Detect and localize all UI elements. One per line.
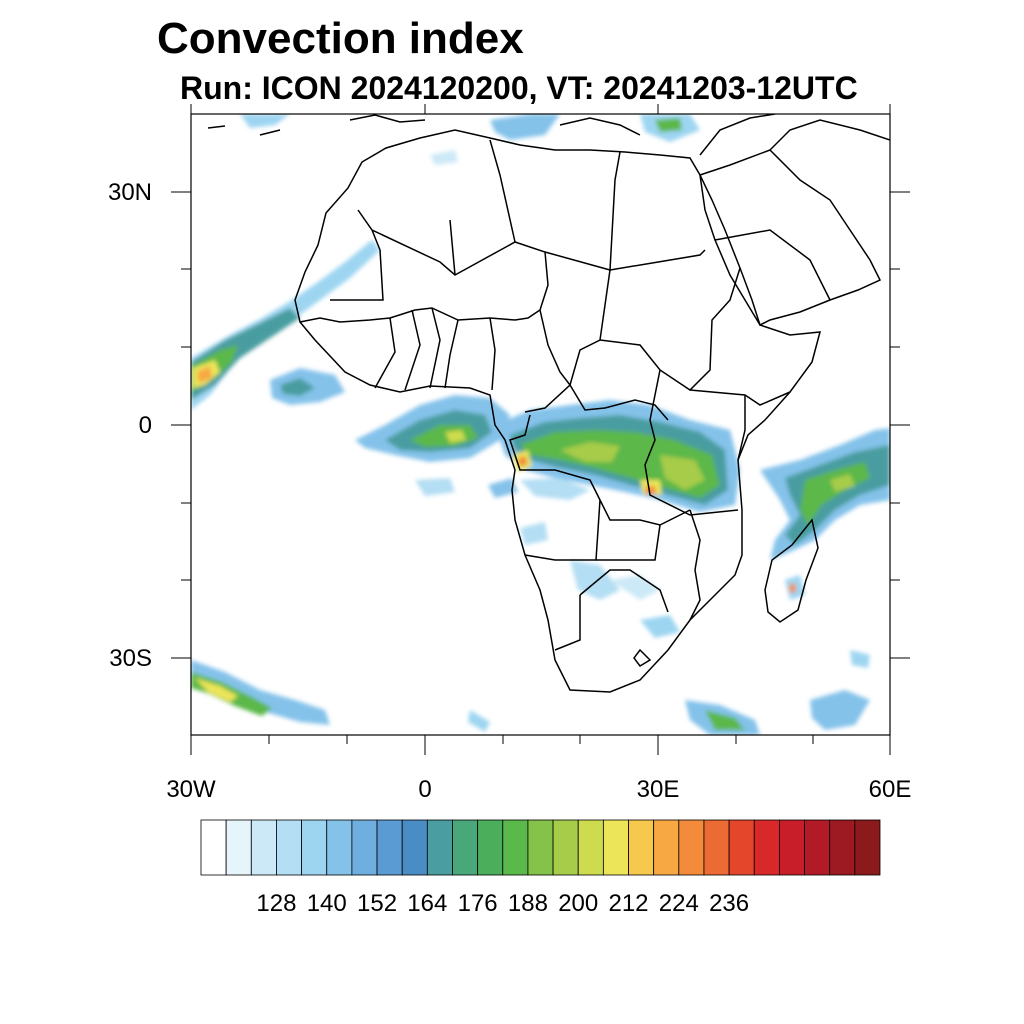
- colorbar-swatch: [804, 819, 831, 876]
- colorbar-swatch: [426, 819, 453, 876]
- colorbar-swatch: [301, 819, 328, 876]
- colorbar: 128 140 152 164 176 188 200 212 224 236: [200, 819, 881, 917]
- colorbar-label: 128: [256, 890, 296, 917]
- colorbar-swatch: [577, 819, 604, 876]
- colorbar-swatch: [779, 819, 805, 876]
- colorbar-swatch: [351, 819, 378, 876]
- colorbar-swatch: [401, 819, 428, 876]
- arabia-outline: [699, 149, 882, 326]
- madagascar-indian-ocean: [685, 428, 890, 735]
- colorbar-swatch: [326, 819, 353, 876]
- west-africa-atlantic-band: [191, 240, 380, 410]
- colorbar-swatch: [829, 819, 856, 876]
- southern-africa-patches: [520, 522, 680, 638]
- africa-coastline: [294, 129, 822, 693]
- lon-label-60e: 60E: [869, 776, 912, 803]
- colorbar-label: 140: [307, 890, 347, 917]
- colorbar-swatch: [653, 819, 680, 876]
- colorbar-swatch: [477, 819, 504, 876]
- lon-label-30e: 30E: [637, 776, 680, 803]
- colorbar-label: 236: [709, 890, 749, 917]
- colorbar-label: 224: [659, 890, 699, 917]
- coastlines-borders: [207, 114, 890, 693]
- gulf-of-guinea-band: [355, 395, 518, 498]
- colorbar-swatch: [552, 819, 579, 876]
- colorbar-swatch: [703, 819, 730, 876]
- south-atlantic: [191, 660, 490, 732]
- colorbar-label: 176: [458, 890, 498, 917]
- colorbar-swatch: [678, 819, 705, 876]
- colorbar-label: 200: [558, 890, 598, 917]
- lon-label-30w: 30W: [166, 776, 216, 803]
- tick-marks: [171, 104, 910, 755]
- chart-title: Convection index: [157, 14, 524, 63]
- colorbar-swatch: [502, 819, 529, 876]
- colorbar-swatch: [854, 819, 881, 876]
- colorbar-swatch: [728, 819, 755, 876]
- colorbar-swatch: [527, 819, 554, 876]
- colorbar-label: 164: [407, 890, 447, 917]
- central-africa-core: [495, 400, 740, 512]
- colorbar-label: 152: [357, 890, 397, 917]
- colorbar-swatch: [602, 819, 629, 876]
- chart-subtitle: Run: ICON 2024120200, VT: 20241203-12UTC: [180, 70, 858, 106]
- colorbar-swatch: [452, 819, 479, 876]
- colorbar-swatch: [225, 819, 252, 876]
- colorbar-swatch: [628, 819, 655, 876]
- north-patches: [240, 114, 700, 165]
- colorbar-label: 212: [608, 890, 648, 917]
- colorbar-swatch: [250, 819, 277, 876]
- lat-label-30n: 30N: [108, 179, 152, 206]
- colorbar-swatch: [376, 819, 403, 876]
- convection-field: [191, 114, 890, 735]
- colorbar-swatch: [200, 819, 227, 876]
- lon-label-0: 0: [418, 776, 431, 803]
- colorbar-swatch: [753, 819, 780, 876]
- lat-label-30s: 30S: [109, 645, 152, 672]
- madagascar-outline: [764, 518, 819, 623]
- colorbar-label: 188: [508, 890, 548, 917]
- colorbar-swatch: [276, 819, 302, 876]
- lat-label-0: 0: [139, 412, 152, 439]
